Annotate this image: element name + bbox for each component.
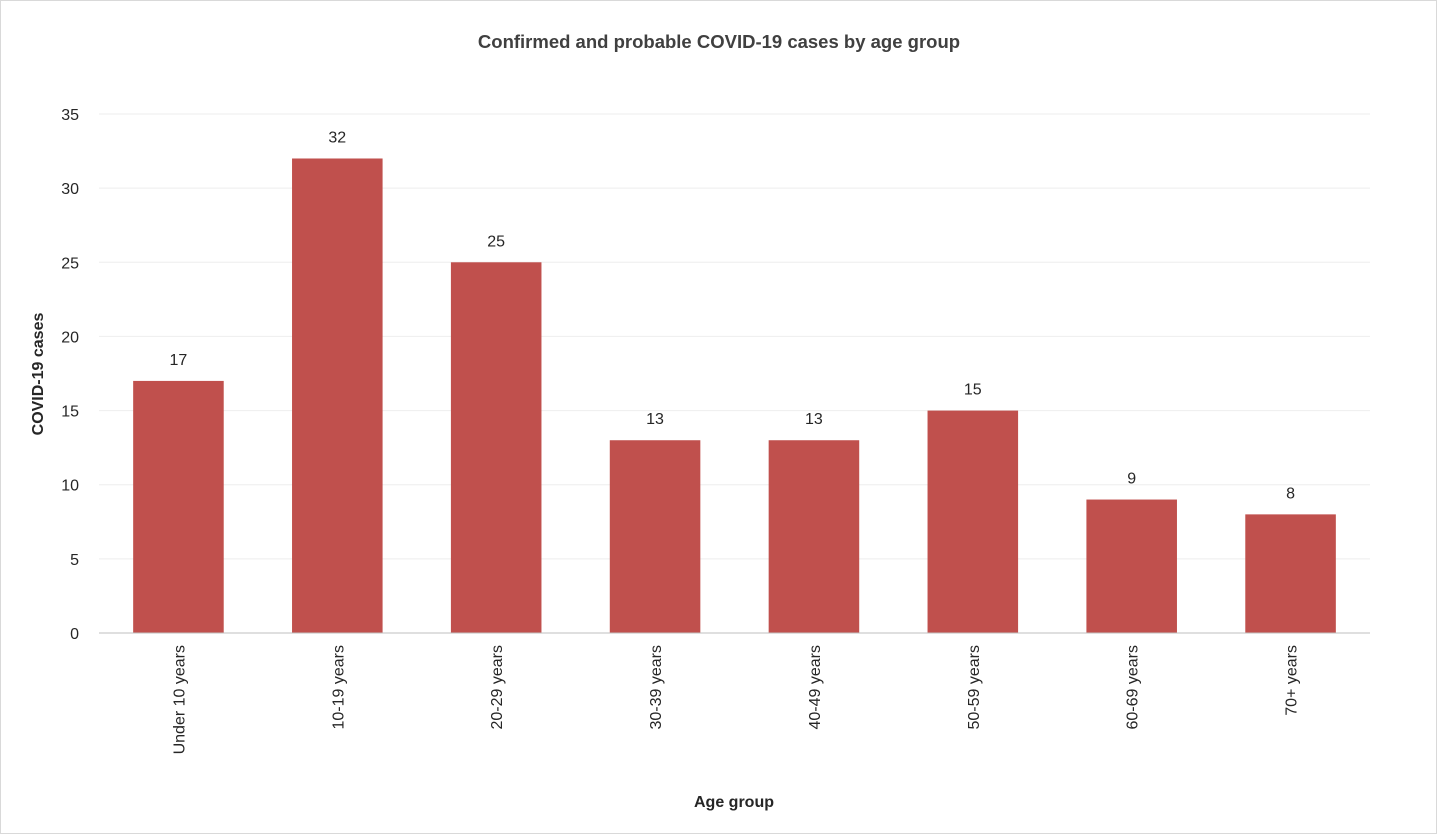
y-axis-ticks: 0 5 10 15 20 25 30 35 xyxy=(61,107,79,643)
y-tick-label: 15 xyxy=(61,404,79,421)
data-label: 13 xyxy=(646,411,664,428)
bar xyxy=(1245,514,1336,633)
data-label: 9 xyxy=(1127,471,1136,488)
x-tick-label: Under 10 years xyxy=(171,645,188,754)
x-tick-label: 20-29 years xyxy=(489,645,506,730)
x-axis-ticks: Under 10 years 10-19 years 20-29 years 30-3… xyxy=(171,645,1300,754)
data-label: 15 xyxy=(964,382,982,399)
data-labels: 17 32 25 13 13 15 9 8 xyxy=(170,129,1296,502)
y-tick-label: 20 xyxy=(61,329,79,346)
bar xyxy=(927,410,1019,633)
bar xyxy=(768,440,860,633)
gridlines xyxy=(99,113,1370,560)
bar xyxy=(292,158,383,633)
bar xyxy=(1086,499,1177,633)
x-tick-label: 30-39 years xyxy=(648,645,665,730)
x-tick-label: 50-59 years xyxy=(966,645,983,730)
y-tick-label: 0 xyxy=(70,626,79,643)
data-label: 17 xyxy=(170,352,188,369)
y-axis-title: COVID-19 cases xyxy=(30,313,47,436)
bar xyxy=(450,262,542,633)
y-tick-label: 25 xyxy=(61,255,79,272)
y-tick-label: 10 xyxy=(61,478,79,495)
x-tick-label: 60-69 years xyxy=(1125,645,1142,730)
x-tick-label: 40-49 years xyxy=(807,645,824,730)
bar xyxy=(133,380,224,633)
x-tick-label: 10-19 years xyxy=(330,645,347,730)
y-tick-label: 30 xyxy=(61,181,79,198)
bars xyxy=(133,158,1336,633)
chart-title: Confirmed and probable COVID-19 cases by… xyxy=(478,31,960,52)
y-tick-label: 35 xyxy=(61,107,79,124)
y-tick-label: 5 xyxy=(70,552,79,569)
data-label: 25 xyxy=(487,233,505,250)
bar xyxy=(609,440,701,633)
data-label: 8 xyxy=(1286,485,1295,502)
data-label: 13 xyxy=(805,411,823,428)
x-axis-title: Age group xyxy=(694,794,774,811)
x-tick-label: 70+ years xyxy=(1284,645,1301,716)
data-label: 32 xyxy=(328,129,346,146)
